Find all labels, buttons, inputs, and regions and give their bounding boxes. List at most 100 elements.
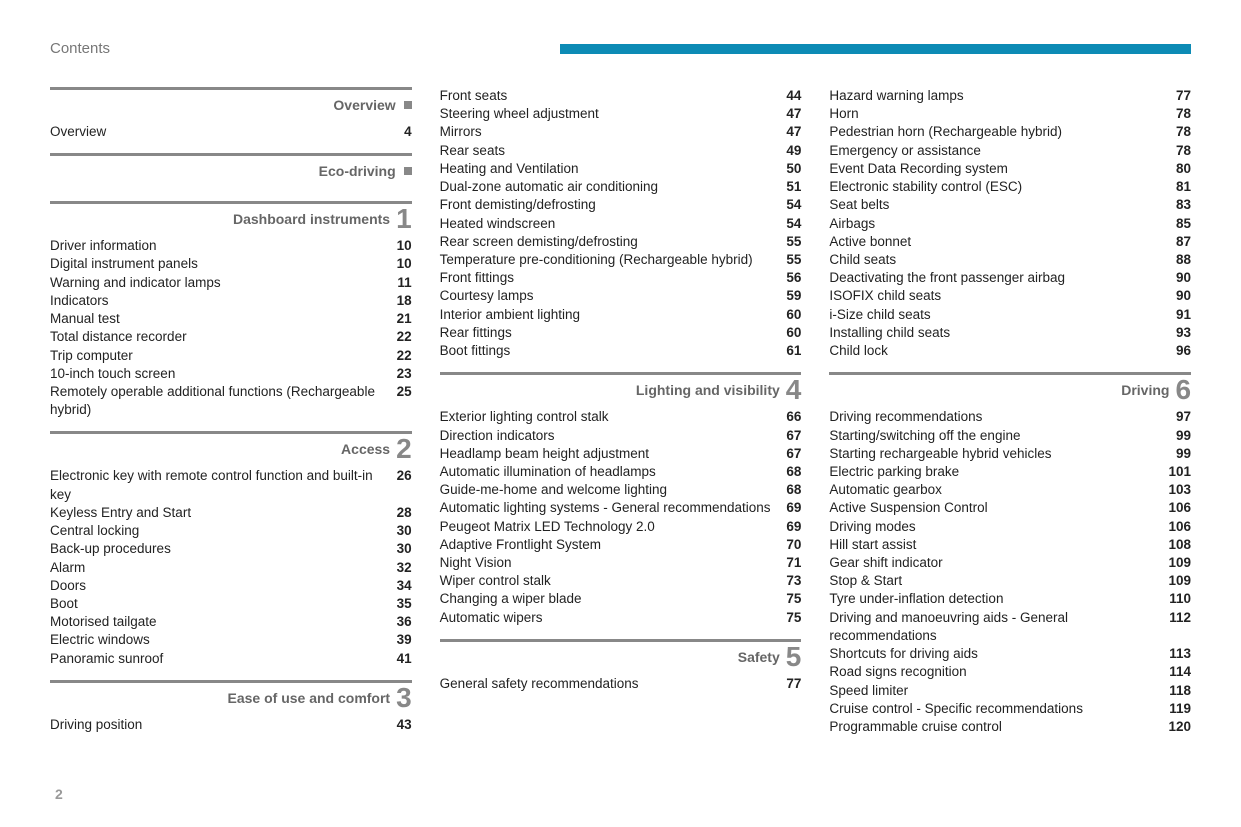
toc-entry[interactable]: i-Size child seats91 (829, 306, 1191, 324)
toc-entry[interactable]: Manual test21 (50, 310, 412, 328)
toc-entry[interactable]: Back-up procedures30 (50, 540, 412, 558)
toc-entry[interactable]: Front fittings56 (440, 269, 802, 287)
toc-entry[interactable]: Boot fittings61 (440, 342, 802, 360)
toc-entry[interactable]: Seat belts83 (829, 196, 1191, 214)
toc-entry[interactable]: 10-inch touch screen23 (50, 365, 412, 383)
toc-entry[interactable]: Speed limiter118 (829, 682, 1191, 700)
toc-entry[interactable]: Dual-zone automatic air conditioning51 (440, 178, 802, 196)
toc-entry-label: Boot (50, 595, 397, 613)
toc-entry-page: 44 (786, 87, 801, 105)
toc-entry[interactable]: Electronic stability control (ESC)81 (829, 178, 1191, 196)
toc-entry[interactable]: Boot35 (50, 595, 412, 613)
toc-entry[interactable]: Installing child seats93 (829, 324, 1191, 342)
toc-entry[interactable]: Automatic gearbox103 (829, 481, 1191, 499)
toc-entry[interactable]: Automatic wipers75 (440, 609, 802, 627)
toc-entry-page: 25 (397, 383, 412, 401)
toc-entry[interactable]: Changing a wiper blade75 (440, 590, 802, 608)
toc-entry[interactable]: Courtesy lamps59 (440, 287, 802, 305)
toc-entry[interactable]: Electric windows39 (50, 631, 412, 649)
toc-entry[interactable]: Programmable cruise control120 (829, 718, 1191, 736)
toc-entry[interactable]: Road signs recognition114 (829, 663, 1191, 681)
toc-entry-label: Central locking (50, 522, 397, 540)
toc-entry[interactable]: Heated windscreen54 (440, 215, 802, 233)
toc-entry-label: Deactivating the front passenger airbag (829, 269, 1176, 287)
toc-entry[interactable]: Panoramic sunroof41 (50, 650, 412, 668)
toc-entry[interactable]: Rear screen demisting/defrosting55 (440, 233, 802, 251)
toc-entry[interactable]: Headlamp beam height adjustment67 (440, 445, 802, 463)
toc-entry[interactable]: Central locking30 (50, 522, 412, 540)
toc-entry[interactable]: Warning and indicator lamps11 (50, 274, 412, 292)
toc-entry-label: Driving and manoeuvring aids - General r… (829, 609, 1169, 645)
toc-entry[interactable]: Night Vision71 (440, 554, 802, 572)
toc-entry[interactable]: Horn78 (829, 105, 1191, 123)
toc-entry[interactable]: Indicators18 (50, 292, 412, 310)
toc-entry[interactable]: Motorised tailgate36 (50, 613, 412, 631)
toc-entry[interactable]: Doors34 (50, 577, 412, 595)
toc-entry[interactable]: Keyless Entry and Start28 (50, 504, 412, 522)
toc-entry[interactable]: Peugeot Matrix LED Technology 2.069 (440, 518, 802, 536)
toc-entry[interactable]: Direction indicators67 (440, 427, 802, 445)
toc-entry[interactable]: Shortcuts for driving aids113 (829, 645, 1191, 663)
toc-entry[interactable]: Rear seats49 (440, 142, 802, 160)
toc-entry[interactable]: Electric parking brake101 (829, 463, 1191, 481)
toc-entry-label: Heating and Ventilation (440, 160, 787, 178)
toc-entry-label: Digital instrument panels (50, 255, 397, 273)
toc-entry-page: 68 (786, 481, 801, 499)
toc-entry[interactable]: Automatic illumination of headlamps68 (440, 463, 802, 481)
toc-entry-page: 88 (1176, 251, 1191, 269)
toc-entry[interactable]: Digital instrument panels10 (50, 255, 412, 273)
toc-entry-label: 10-inch touch screen (50, 365, 397, 383)
toc-entry[interactable]: Trip computer22 (50, 347, 412, 365)
toc-entry[interactable]: Child lock96 (829, 342, 1191, 360)
toc-entry[interactable]: Rear fittings60 (440, 324, 802, 342)
toc-entry[interactable]: Driver information10 (50, 237, 412, 255)
toc-entry[interactable]: Guide-me-home and welcome lighting68 (440, 481, 802, 499)
toc-entry[interactable]: Driving position43 (50, 716, 412, 734)
toc-entry[interactable]: Stop & Start109 (829, 572, 1191, 590)
toc-entry[interactable]: Remotely operable additional functions (… (50, 383, 412, 419)
toc-entry[interactable]: Mirrors47 (440, 123, 802, 141)
toc-entry[interactable]: Exterior lighting control stalk66 (440, 408, 802, 426)
toc-entry[interactable]: Hazard warning lamps77 (829, 87, 1191, 105)
toc-entry[interactable]: Child seats88 (829, 251, 1191, 269)
toc-entry[interactable]: Interior ambient lighting60 (440, 306, 802, 324)
toc-entry[interactable]: Tyre under-inflation detection110 (829, 590, 1191, 608)
page-header: Contents (50, 40, 1191, 57)
toc-entry[interactable]: Starting/switching off the engine99 (829, 427, 1191, 445)
toc-entry[interactable]: Active bonnet87 (829, 233, 1191, 251)
toc-entry[interactable]: Front seats44 (440, 87, 802, 105)
toc-entry[interactable]: Adaptive Frontlight System70 (440, 536, 802, 554)
toc-entry[interactable]: Emergency or assistance78 (829, 142, 1191, 160)
toc-entry[interactable]: Airbags85 (829, 215, 1191, 233)
toc-entry[interactable]: Front demisting/defrosting54 (440, 196, 802, 214)
toc-entry[interactable]: Overview4 (50, 123, 412, 141)
toc-entry-page: 51 (786, 178, 801, 196)
toc-entry[interactable]: Driving modes106 (829, 518, 1191, 536)
toc-entry-page: 78 (1176, 123, 1191, 141)
toc-entry[interactable]: Electronic key with remote control funct… (50, 467, 412, 503)
toc-entry[interactable]: Cruise control - Specific recommendation… (829, 700, 1191, 718)
toc-entry[interactable]: Pedestrian horn (Rechargeable hybrid)78 (829, 123, 1191, 141)
toc-entry[interactable]: Wiper control stalk73 (440, 572, 802, 590)
toc-entry-label: Active bonnet (829, 233, 1176, 251)
toc-entry-page: 56 (786, 269, 801, 287)
toc-entry[interactable]: Gear shift indicator109 (829, 554, 1191, 572)
toc-entry[interactable]: ISOFIX child seats90 (829, 287, 1191, 305)
toc-entry[interactable]: General safety recommendations77 (440, 675, 802, 693)
toc-entry[interactable]: Starting rechargeable hybrid vehicles99 (829, 445, 1191, 463)
toc-entry[interactable]: Active Suspension Control106 (829, 499, 1191, 517)
toc-entry[interactable]: Hill start assist108 (829, 536, 1191, 554)
toc-entry[interactable]: Heating and Ventilation50 (440, 160, 802, 178)
toc-entry[interactable]: Total distance recorder22 (50, 328, 412, 346)
toc-entry[interactable]: Alarm32 (50, 559, 412, 577)
toc-entry[interactable]: Steering wheel adjustment47 (440, 105, 802, 123)
toc-entry[interactable]: Deactivating the front passenger airbag9… (829, 269, 1191, 287)
toc-entry[interactable]: Automatic lighting systems - General rec… (440, 499, 802, 517)
toc-entry[interactable]: Driving and manoeuvring aids - General r… (829, 609, 1191, 645)
toc-entry[interactable]: Temperature pre-conditioning (Rechargeab… (440, 251, 802, 269)
toc-entry-label: Alarm (50, 559, 397, 577)
toc-entry[interactable]: Event Data Recording system80 (829, 160, 1191, 178)
section-header: Driving6 (829, 376, 1191, 404)
toc-entry-page: 85 (1176, 215, 1191, 233)
toc-entry[interactable]: Driving recommendations97 (829, 408, 1191, 426)
